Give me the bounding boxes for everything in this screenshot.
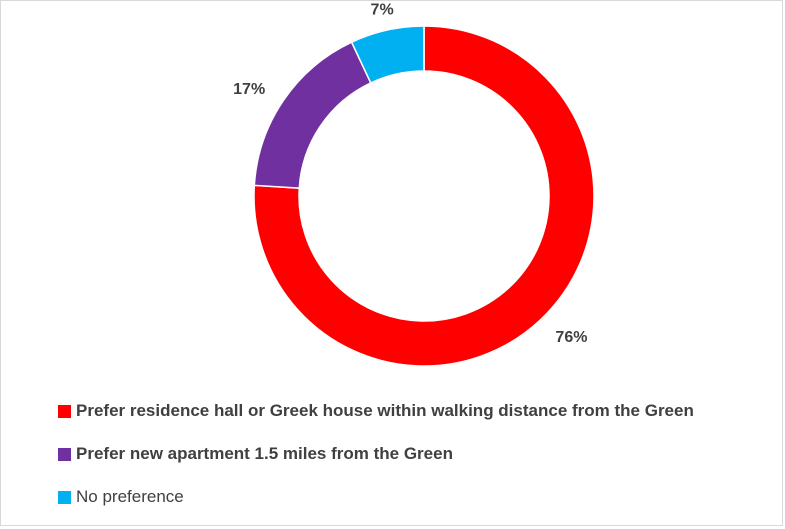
data-label-new-apartment: 17% xyxy=(233,81,265,98)
legend-item-new-apartment: Prefer new apartment 1.5 miles from the … xyxy=(58,443,694,465)
legend: Prefer residence hall or Greek house wit… xyxy=(58,400,694,529)
legend-label-no-preference: No preference xyxy=(76,487,184,506)
legend-swatch-no-preference xyxy=(58,490,71,504)
data-label-residence-hall: 76% xyxy=(555,329,587,346)
legend-swatch-new-apartment xyxy=(58,447,71,461)
legend-item-residence-hall: Prefer residence hall or Greek house wit… xyxy=(58,400,694,422)
legend-item-no-preference: No preference xyxy=(58,486,694,508)
slice-residence-hall xyxy=(253,25,595,367)
legend-label-residence-hall: Prefer residence hall or Greek house wit… xyxy=(76,401,694,420)
legend-label-new-apartment: Prefer new apartment 1.5 miles from the … xyxy=(76,444,453,463)
slice-new-apartment xyxy=(253,41,372,189)
slice-no-preference xyxy=(350,25,425,84)
data-label-no-preference: 7% xyxy=(371,2,394,19)
legend-swatch-residence-hall xyxy=(58,404,71,418)
